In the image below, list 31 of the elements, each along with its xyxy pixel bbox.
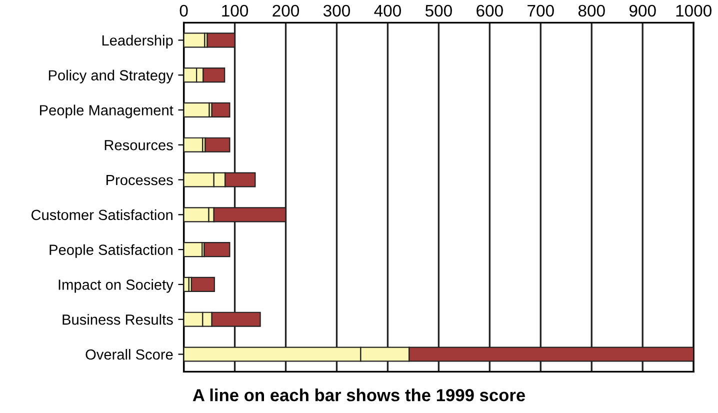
bar [184, 32, 206, 48]
bar [211, 102, 230, 118]
y-tick-label: Impact on Society [58, 279, 174, 293]
y-tick-label: People Satisfaction [50, 244, 172, 258]
y-tick-label: Policy and Strategy [48, 70, 174, 84]
x-tick-label: 900 [629, 4, 656, 17]
bar [204, 137, 230, 152]
x-tick-label: 800 [578, 4, 605, 17]
y-tick-label: Resources [104, 140, 173, 150]
x-tick-label: 400 [374, 4, 401, 17]
y-tick-label: Overall Score [86, 348, 173, 360]
x-tick-label: 1000 [676, 4, 712, 17]
bar [184, 137, 204, 152]
x-tick-label: 600 [476, 4, 503, 17]
y-tick-label: Customer Satisfaction [31, 209, 172, 220]
text: A line on each bar shows the 1999 score [192, 388, 526, 402]
bar [184, 207, 210, 222]
y-tick-label: Processes [106, 175, 173, 186]
x-tick-label: 100 [222, 4, 248, 17]
bar [204, 242, 230, 258]
x-tick-label: 200 [272, 4, 300, 17]
x-tick-label: 0 [180, 4, 188, 17]
y-tick-label: Business Results [62, 314, 173, 325]
y-tick-label: Leadership [102, 34, 173, 48]
bar [190, 276, 215, 292]
bar [184, 102, 210, 118]
bar [184, 242, 203, 258]
x-tick-label: 500 [425, 4, 452, 17]
y-tick-label: People Management [40, 104, 174, 118]
x-tick-label: 300 [323, 4, 350, 17]
x-tick-label: 700 [528, 4, 554, 17]
